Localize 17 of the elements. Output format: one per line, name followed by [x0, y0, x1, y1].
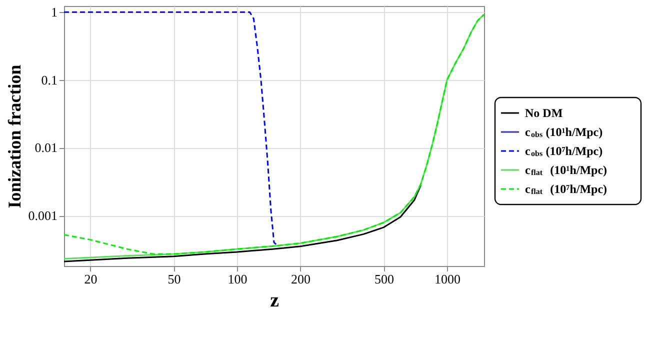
y-tick-label: 1 — [51, 4, 58, 20]
legend-label: No DM — [525, 106, 563, 120]
x-tick-label: 500 — [374, 272, 394, 286]
x-tick-label: 100 — [228, 272, 248, 286]
y-tick-label: 0.01 — [34, 140, 58, 156]
legend-label: cobs (10¹h/Mpc) — [525, 125, 603, 139]
x-tick-label: 200 — [290, 272, 310, 286]
legend-label: cflat (10¹h/Mpc) — [525, 163, 608, 177]
y-tick-label: 0.001 — [28, 208, 58, 224]
x-tick-label: 20 — [84, 272, 98, 286]
legend-label: cflat (10⁷h/Mpc) — [525, 182, 608, 196]
y-axis-title: Ionization fraction — [4, 64, 24, 208]
x-axis-title: z — [270, 290, 280, 312]
x-tick-label: 50 — [168, 272, 181, 286]
y-tick-label: 0.1 — [41, 72, 58, 88]
x-tick-label: 1000 — [434, 272, 461, 286]
legend-label: cobs (10⁷h/Mpc) — [525, 144, 603, 158]
